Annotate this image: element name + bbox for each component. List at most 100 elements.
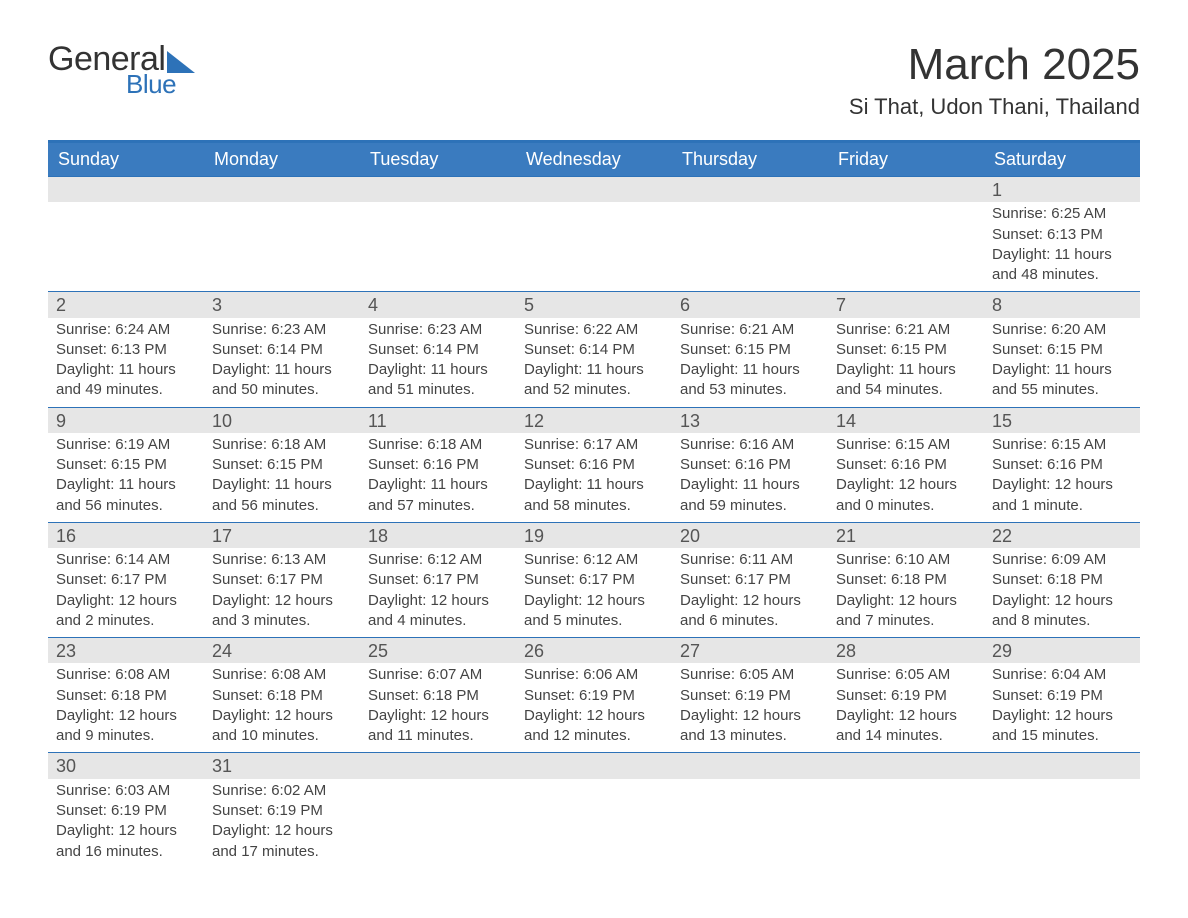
day-cell: 11Sunrise: 6:18 AMSunset: 6:16 PMDayligh… bbox=[360, 407, 516, 522]
daylight-text-2: and 56 minutes. bbox=[212, 496, 352, 516]
sunrise-text: Sunrise: 6:03 AM bbox=[56, 781, 196, 801]
day-cell: 21Sunrise: 6:10 AMSunset: 6:18 PMDayligh… bbox=[828, 522, 984, 637]
sunrise-text: Sunrise: 6:12 AM bbox=[368, 550, 508, 570]
sunset-text: Sunset: 6:16 PM bbox=[836, 455, 976, 475]
day-number: 23 bbox=[48, 637, 204, 663]
day-number: 13 bbox=[672, 407, 828, 433]
daylight-text-2: and 2 minutes. bbox=[56, 611, 196, 631]
sunset-text: Sunset: 6:17 PM bbox=[56, 570, 196, 590]
daylight-text-2: and 57 minutes. bbox=[368, 496, 508, 516]
daylight-text-1: Daylight: 12 hours bbox=[680, 591, 820, 611]
day-details: Sunrise: 6:23 AMSunset: 6:14 PMDaylight:… bbox=[360, 318, 516, 407]
day-number: 10 bbox=[204, 407, 360, 433]
week-row: 30Sunrise: 6:03 AMSunset: 6:19 PMDayligh… bbox=[48, 752, 1140, 867]
sunset-text: Sunset: 6:17 PM bbox=[368, 570, 508, 590]
daylight-text-1: Daylight: 12 hours bbox=[524, 591, 664, 611]
day-cell: . bbox=[828, 176, 984, 291]
daylight-text-2: and 1 minute. bbox=[992, 496, 1132, 516]
day-number: 18 bbox=[360, 522, 516, 548]
daylight-text-2: and 56 minutes. bbox=[56, 496, 196, 516]
day-cell: . bbox=[984, 752, 1140, 867]
sunset-text: Sunset: 6:17 PM bbox=[680, 570, 820, 590]
day-cell: 25Sunrise: 6:07 AMSunset: 6:18 PMDayligh… bbox=[360, 637, 516, 752]
daylight-text-1: Daylight: 12 hours bbox=[212, 821, 352, 841]
daylight-text-2: and 0 minutes. bbox=[836, 496, 976, 516]
sunrise-text: Sunrise: 6:23 AM bbox=[368, 320, 508, 340]
day-number: . bbox=[204, 176, 360, 202]
daylight-text-1: Daylight: 12 hours bbox=[836, 706, 976, 726]
day-number: 29 bbox=[984, 637, 1140, 663]
day-number: 21 bbox=[828, 522, 984, 548]
page-header: General Blue March 2025 Si That, Udon Th… bbox=[48, 40, 1140, 120]
sunrise-text: Sunrise: 6:15 AM bbox=[992, 435, 1132, 455]
day-number: 6 bbox=[672, 291, 828, 317]
title-block: March 2025 Si That, Udon Thani, Thailand bbox=[849, 40, 1140, 120]
day-number: 22 bbox=[984, 522, 1140, 548]
daylight-text-2: and 53 minutes. bbox=[680, 380, 820, 400]
day-details: Sunrise: 6:20 AMSunset: 6:15 PMDaylight:… bbox=[984, 318, 1140, 407]
daylight-text-2: and 58 minutes. bbox=[524, 496, 664, 516]
day-cell: 1Sunrise: 6:25 AMSunset: 6:13 PMDaylight… bbox=[984, 176, 1140, 291]
day-cell: . bbox=[360, 176, 516, 291]
sunset-text: Sunset: 6:17 PM bbox=[212, 570, 352, 590]
daylight-text-1: Daylight: 11 hours bbox=[680, 360, 820, 380]
day-cell: 26Sunrise: 6:06 AMSunset: 6:19 PMDayligh… bbox=[516, 637, 672, 752]
sunset-text: Sunset: 6:18 PM bbox=[56, 686, 196, 706]
sunset-text: Sunset: 6:14 PM bbox=[368, 340, 508, 360]
sunset-text: Sunset: 6:14 PM bbox=[212, 340, 352, 360]
day-number: . bbox=[360, 176, 516, 202]
day-details: Sunrise: 6:18 AMSunset: 6:15 PMDaylight:… bbox=[204, 433, 360, 522]
day-details: Sunrise: 6:05 AMSunset: 6:19 PMDaylight:… bbox=[828, 663, 984, 752]
page-subtitle: Si That, Udon Thani, Thailand bbox=[849, 94, 1140, 120]
day-number: . bbox=[828, 176, 984, 202]
daylight-text-1: Daylight: 11 hours bbox=[680, 475, 820, 495]
sunset-text: Sunset: 6:16 PM bbox=[680, 455, 820, 475]
daylight-text-2: and 9 minutes. bbox=[56, 726, 196, 746]
day-cell: 8Sunrise: 6:20 AMSunset: 6:15 PMDaylight… bbox=[984, 291, 1140, 406]
day-cell: 15Sunrise: 6:15 AMSunset: 6:16 PMDayligh… bbox=[984, 407, 1140, 522]
day-details: Sunrise: 6:06 AMSunset: 6:19 PMDaylight:… bbox=[516, 663, 672, 752]
sunrise-text: Sunrise: 6:05 AM bbox=[836, 665, 976, 685]
day-cell: 4Sunrise: 6:23 AMSunset: 6:14 PMDaylight… bbox=[360, 291, 516, 406]
daylight-text-2: and 10 minutes. bbox=[212, 726, 352, 746]
sunset-text: Sunset: 6:18 PM bbox=[992, 570, 1132, 590]
day-details: Sunrise: 6:21 AMSunset: 6:15 PMDaylight:… bbox=[672, 318, 828, 407]
day-cell: 7Sunrise: 6:21 AMSunset: 6:15 PMDaylight… bbox=[828, 291, 984, 406]
sunset-text: Sunset: 6:15 PM bbox=[56, 455, 196, 475]
day-details: Sunrise: 6:14 AMSunset: 6:17 PMDaylight:… bbox=[48, 548, 204, 637]
day-details: Sunrise: 6:13 AMSunset: 6:17 PMDaylight:… bbox=[204, 548, 360, 637]
sunset-text: Sunset: 6:19 PM bbox=[212, 801, 352, 821]
day-details: Sunrise: 6:17 AMSunset: 6:16 PMDaylight:… bbox=[516, 433, 672, 522]
sunset-text: Sunset: 6:15 PM bbox=[212, 455, 352, 475]
day-details: Sunrise: 6:12 AMSunset: 6:17 PMDaylight:… bbox=[360, 548, 516, 637]
sunrise-text: Sunrise: 6:19 AM bbox=[56, 435, 196, 455]
day-number: 11 bbox=[360, 407, 516, 433]
day-cell: 10Sunrise: 6:18 AMSunset: 6:15 PMDayligh… bbox=[204, 407, 360, 522]
day-number: 14 bbox=[828, 407, 984, 433]
weekday-header-row: SundayMondayTuesdayWednesdayThursdayFrid… bbox=[48, 143, 1140, 176]
day-number: 5 bbox=[516, 291, 672, 317]
daylight-text-1: Daylight: 11 hours bbox=[992, 245, 1132, 265]
day-details: Sunrise: 6:25 AMSunset: 6:13 PMDaylight:… bbox=[984, 202, 1140, 291]
page-title: March 2025 bbox=[849, 40, 1140, 90]
daylight-text-1: Daylight: 11 hours bbox=[836, 360, 976, 380]
day-number: . bbox=[48, 176, 204, 202]
day-cell: 13Sunrise: 6:16 AMSunset: 6:16 PMDayligh… bbox=[672, 407, 828, 522]
sunrise-text: Sunrise: 6:13 AM bbox=[212, 550, 352, 570]
day-details: Sunrise: 6:15 AMSunset: 6:16 PMDaylight:… bbox=[984, 433, 1140, 522]
day-number: 3 bbox=[204, 291, 360, 317]
week-row: 16Sunrise: 6:14 AMSunset: 6:17 PMDayligh… bbox=[48, 522, 1140, 637]
day-number: 17 bbox=[204, 522, 360, 548]
day-cell: 16Sunrise: 6:14 AMSunset: 6:17 PMDayligh… bbox=[48, 522, 204, 637]
day-cell: 20Sunrise: 6:11 AMSunset: 6:17 PMDayligh… bbox=[672, 522, 828, 637]
day-number: 27 bbox=[672, 637, 828, 663]
sunrise-text: Sunrise: 6:06 AM bbox=[524, 665, 664, 685]
day-number: . bbox=[360, 752, 516, 778]
daylight-text-2: and 16 minutes. bbox=[56, 842, 196, 862]
day-details: Sunrise: 6:19 AMSunset: 6:15 PMDaylight:… bbox=[48, 433, 204, 522]
sunset-text: Sunset: 6:15 PM bbox=[836, 340, 976, 360]
weekday-header: Sunday bbox=[48, 143, 204, 176]
daylight-text-2: and 4 minutes. bbox=[368, 611, 508, 631]
daylight-text-1: Daylight: 12 hours bbox=[56, 591, 196, 611]
day-cell: 31Sunrise: 6:02 AMSunset: 6:19 PMDayligh… bbox=[204, 752, 360, 867]
